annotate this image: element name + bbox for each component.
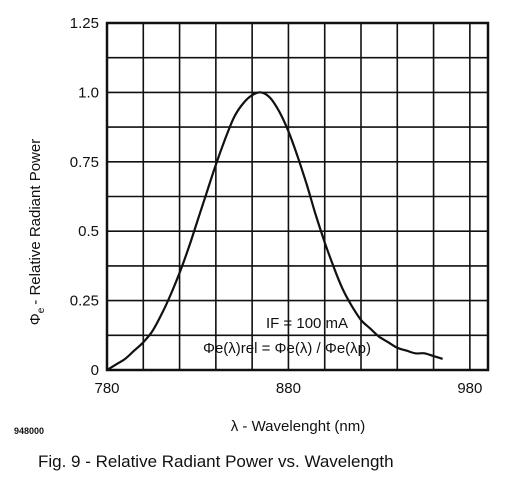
y-tick-label: 1.0: [78, 84, 99, 101]
annotation-line-1: IF = 100 mA: [266, 315, 348, 332]
plot-frame: [105, 21, 490, 372]
figure-code: 948000: [14, 426, 45, 436]
x-tick-label: 980: [457, 380, 482, 397]
y-tick-label: 0: [91, 362, 99, 379]
y-tick-labels: 0 0.25 0.5 0.75 1.0 1.25: [70, 15, 99, 379]
y-tick-label: 0.75: [70, 154, 99, 171]
series-line: [106, 91, 443, 371]
y-tick-label: 1.25: [70, 15, 99, 32]
grid: [107, 23, 488, 370]
y-tick-label: 0.5: [78, 223, 99, 240]
figure-caption: Fig. 9 - Relative Radiant Power vs. Wave…: [38, 452, 394, 471]
y-axis-title: Φe- Relative Radiant Power: [27, 139, 47, 325]
x-tick-labels: 780 880 980: [94, 380, 482, 397]
annotation-line-2: Φe(λ)rel = Φe(λ) / Φe(λp): [203, 340, 371, 357]
x-tick-label: 880: [276, 380, 301, 397]
x-axis-title: λ - Wavelenght (nm): [231, 418, 365, 435]
x-tick-label: 780: [94, 380, 119, 397]
y-tick-label: 0.25: [70, 293, 99, 310]
